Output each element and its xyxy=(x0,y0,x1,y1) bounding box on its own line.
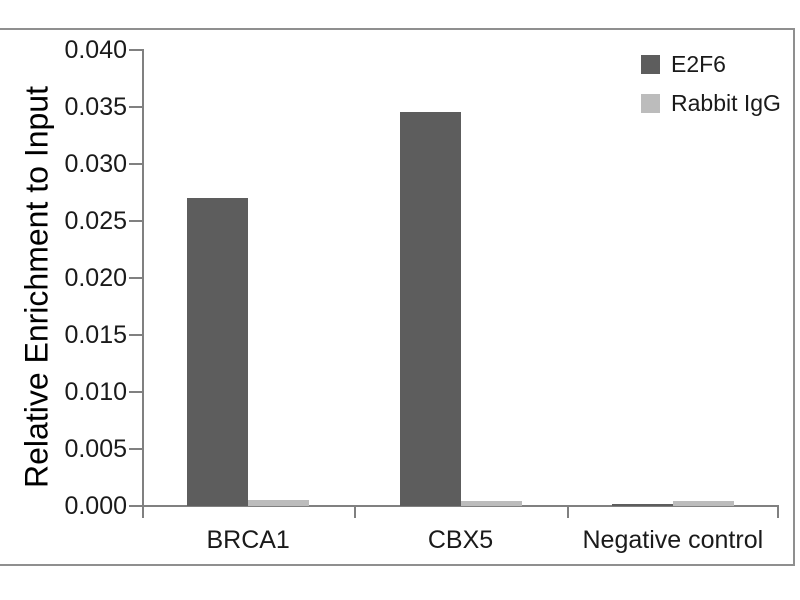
y-tick-label: 0.015 xyxy=(64,321,127,349)
y-tick-label: 0.030 xyxy=(64,150,127,178)
image-frame xyxy=(0,28,795,566)
x-tick-mark xyxy=(142,505,144,518)
x-tick-mark xyxy=(777,505,779,518)
bar-rabbit-igg-cbx5 xyxy=(460,501,522,506)
x-category-label: BRCA1 xyxy=(206,526,290,554)
y-tick-label: 0.000 xyxy=(64,492,127,520)
legend-label-e2f6: E2F6 xyxy=(671,51,726,77)
x-tick-mark xyxy=(566,505,569,518)
y-tick-mark xyxy=(129,277,142,279)
bar-e2f6-brca1 xyxy=(187,198,249,506)
y-tick-label: 0.025 xyxy=(64,207,127,235)
y-tick-label: 0.005 xyxy=(64,435,127,463)
legend-item-rabbit-igg: Rabbit IgG xyxy=(641,90,781,117)
x-category-label: CBX5 xyxy=(427,526,494,554)
x-category-label: Negative control xyxy=(582,526,764,554)
y-tick-label: 0.010 xyxy=(64,378,127,406)
legend: E2F6 Rabbit IgG xyxy=(641,51,781,129)
bar-rabbit-igg-negative-control xyxy=(672,501,734,506)
legend-label-rabbit-igg: Rabbit IgG xyxy=(671,90,781,116)
y-tick-mark xyxy=(129,505,142,507)
y-axis-line xyxy=(142,49,144,507)
y-tick-label: 0.040 xyxy=(64,36,127,64)
y-tick-mark xyxy=(129,448,142,450)
y-tick-label: 0.020 xyxy=(64,264,127,292)
bar-rabbit-igg-brca1 xyxy=(248,500,310,506)
bar-e2f6-negative-control xyxy=(611,504,673,506)
legend-swatch-e2f6 xyxy=(641,55,660,74)
y-tick-mark xyxy=(129,220,142,222)
x-axis-line xyxy=(142,505,779,507)
x-tick-mark xyxy=(354,505,357,518)
y-tick-mark xyxy=(129,163,142,165)
y-tick-mark xyxy=(129,49,142,51)
y-tick-label: 0.035 xyxy=(64,93,127,121)
legend-item-e2f6: E2F6 xyxy=(641,51,781,78)
legend-swatch-rabbit-igg xyxy=(641,94,660,113)
y-tick-mark xyxy=(129,391,142,393)
bar-e2f6-cbx5 xyxy=(399,111,461,506)
y-tick-mark xyxy=(129,106,142,108)
y-tick-mark xyxy=(129,334,142,336)
